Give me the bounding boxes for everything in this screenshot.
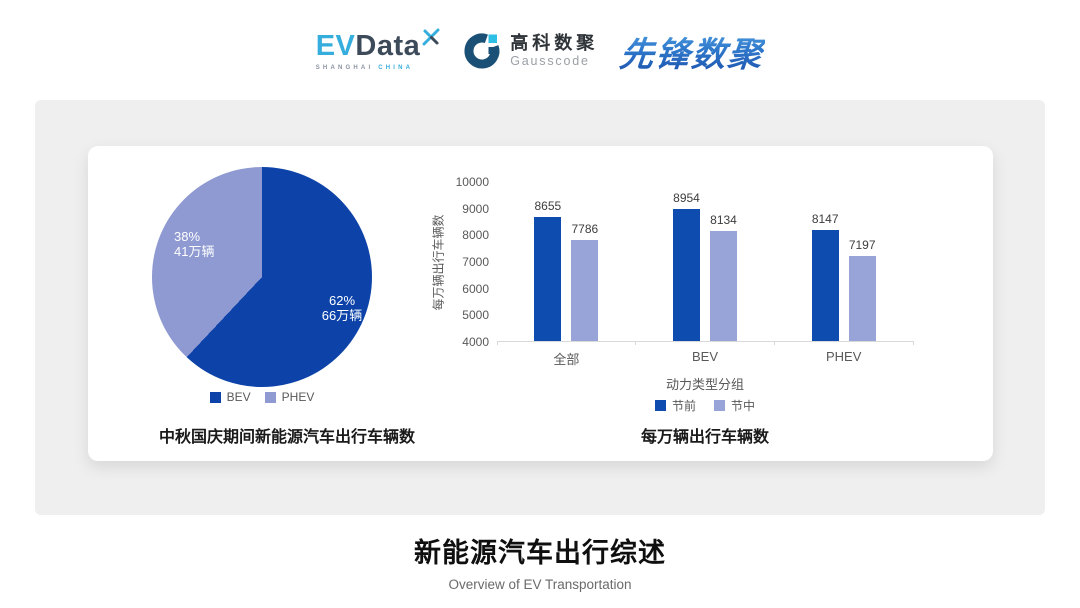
x-axis-tick-mark (773, 341, 775, 345)
bar-chart-title: 每万辆出行车辆数 (640, 429, 769, 446)
pie-label-bev: 62% 66万辆 (312, 293, 372, 324)
bar-plot: 8655 7786 8954 8134 8147 7197 (496, 182, 914, 345)
pie-circle: 38% 41万辆 62% 66万辆 (152, 167, 372, 387)
x-axis-tick-mark (496, 341, 498, 345)
content-panel: 38% 41万辆 62% 66万辆 BEV PHEV 中秋国庆期间新能源汽车出行车… (35, 100, 1045, 515)
legend-swatch (264, 391, 276, 403)
bar-value-label: 7197 (848, 237, 876, 252)
bar-value-label: 8147 (811, 212, 839, 227)
pie-label-phev: 38% 41万辆 (174, 229, 214, 260)
pie-label-bev-percent: 62% (328, 293, 356, 308)
x-category-label: 全部 (553, 352, 580, 367)
evdata-ev-text: EV (315, 29, 356, 62)
y-tick-label: 8000 (462, 228, 489, 243)
legend-label: 节前 (671, 399, 696, 413)
legend-swatch (209, 391, 221, 403)
bar-value-label: 8655 (534, 198, 562, 213)
bar-group: 8147 7197 (774, 182, 913, 341)
pie-label-bev-value: 66万辆 (321, 308, 363, 324)
bar: 8655 (534, 182, 562, 341)
x-categories: 全部 BEV PHEV (497, 349, 913, 368)
bar-group: 8655 7786 (497, 182, 636, 341)
y-tick-label: 7000 (462, 255, 489, 269)
gausscode-cn-text: 高科数聚 (510, 32, 599, 53)
bar-rect (811, 230, 839, 341)
x-category-label: PHEV (825, 349, 862, 364)
bar-rect (571, 240, 599, 341)
bar-rect (534, 216, 562, 341)
evdata-shanghai-text: SHANGHAI (315, 64, 374, 71)
pie-chart-title: 中秋国庆期间新能源汽车出行车辆数 (158, 429, 415, 446)
bar-value-label: 8954 (673, 190, 700, 205)
page-subtitle: Overview of EV Transportation (448, 577, 632, 592)
legend-item: BEV (209, 390, 251, 404)
bar-legend: 节前 节中 (497, 397, 913, 414)
bar-group: 8954 8134 (636, 182, 775, 341)
bar-rect (673, 208, 700, 341)
bar-rect (848, 255, 876, 341)
bar: 8954 (673, 182, 700, 341)
legend-item: PHEV (264, 390, 315, 404)
pie-label-phev-percent: 38% (174, 229, 201, 244)
logo-row: EV Data SHANGHAI CHINA 高科数聚 Gausscode (0, 20, 1080, 82)
legend-item: 节中 (714, 397, 755, 414)
y-tick-label: 4000 (462, 335, 489, 349)
legend-swatch (654, 400, 666, 411)
bar-rect (710, 230, 737, 341)
bar-value-label: 8134 (710, 212, 737, 227)
y-ticks: 10000 9000 8000 7000 6000 5000 4000 (391, 175, 489, 349)
legend-label: 节中 (731, 399, 756, 413)
evdata-subtext: SHANGHAI CHINA (316, 65, 441, 71)
legend-swatch (714, 400, 725, 411)
bar: 8147 (811, 182, 839, 341)
evdata-logo: EV Data SHANGHAI CHINA (315, 28, 441, 71)
x-category-label: BEV (692, 349, 719, 364)
xianfeng-logo: 先锋数聚 (618, 27, 767, 76)
bar: 7197 (848, 182, 876, 341)
page-title: 新能源汽车出行综述 (414, 538, 666, 568)
evdata-wordmark: EV Data (315, 28, 441, 62)
gausscode-icon (464, 33, 500, 69)
legend-label: BEV (226, 390, 251, 404)
x-axis-tick-mark (635, 341, 637, 345)
evdata-data-text: Data (355, 29, 421, 62)
y-tick-label: 10000 (455, 175, 489, 189)
y-tick-label: 5000 (462, 308, 489, 323)
gausscode-en-text: Gausscode (510, 54, 590, 69)
pie-legend: BEV PHEV (152, 390, 372, 404)
charts-card: 38% 41万辆 62% 66万辆 BEV PHEV 中秋国庆期间新能源汽车出行车… (88, 146, 993, 461)
y-tick-label: 6000 (462, 281, 489, 296)
legend-item: 节前 (654, 397, 696, 414)
footer: 新能源汽车出行综述 Overview of EV Transportation (0, 531, 1080, 592)
evdata-star-icon (422, 28, 440, 45)
bar: 7786 (571, 182, 599, 341)
x-axis-tick-mark (912, 341, 914, 345)
bar-x-axis-title: 动力类型分组 (665, 377, 744, 392)
bar: 8134 (710, 182, 737, 341)
evdata-china-text: CHINA (378, 64, 414, 71)
gausscode-text: 高科数聚 Gausscode (510, 32, 599, 69)
bar-value-label: 7786 (571, 222, 599, 237)
gausscode-logo: 高科数聚 Gausscode (462, 31, 598, 71)
legend-label: PHEV (281, 390, 315, 404)
y-tick-label: 9000 (462, 201, 489, 216)
pie-label-phev-value: 41万辆 (174, 244, 215, 260)
